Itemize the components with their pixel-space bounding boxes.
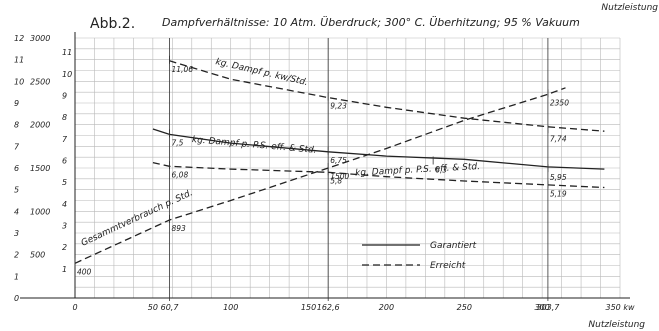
y-tick-label: 10: [14, 77, 24, 86]
y-tick-label: 12: [14, 34, 24, 43]
annotation-label: 400: [77, 267, 92, 276]
annotation-label: 5,8: [330, 176, 342, 185]
y-tick-label: 7: [62, 135, 68, 144]
series: [74, 60, 605, 264]
y-tick-label: 2: [14, 251, 19, 260]
series-line-0: [169, 60, 605, 132]
x-tick-label: 50: [148, 303, 158, 312]
x-tick-label: 150: [301, 303, 316, 312]
y-tick-label: 3: [14, 229, 19, 238]
x-tick-label: 162,6: [317, 303, 340, 312]
y-tick-label: 2500: [30, 77, 50, 86]
annotation-label: 5,19: [550, 190, 567, 199]
y-tick-label: 5: [62, 178, 67, 187]
figure-subtitle: Dampfverhältnisse: 10 Atm. Überdruck; 30…: [162, 16, 580, 29]
x-tick-label: 250: [457, 303, 472, 312]
grid: [74, 37, 621, 299]
x-tick-label: 350 kw: [606, 303, 635, 312]
series-label-gesammt: Gesammtverbrauch p. Std.: [80, 188, 195, 249]
y-tick-label: 8: [62, 113, 67, 122]
x-tick-label: 303,7: [536, 303, 560, 312]
series-line-1: [152, 128, 605, 170]
y-tick-label: 5: [14, 186, 19, 195]
top-right-label: Nutzleistung: [601, 3, 658, 13]
series-labels: kg. Dampf p. kw/Std. kg. Dampf p. P.S. ef…: [80, 57, 480, 249]
legend-label-garantiert: Garantiert: [430, 241, 477, 251]
series-line-3: [74, 87, 566, 264]
series-label-kw: kg. Dampf p. kw/Std.: [214, 57, 308, 88]
annotation-label: 2350: [550, 98, 569, 107]
y-tick-label: 2000: [30, 121, 50, 130]
x-tick-label: 200: [379, 303, 394, 312]
annotation-label: 6,3: [435, 166, 447, 175]
figure-title: Abb.2.: [90, 16, 135, 32]
annotation-label: 11,06: [172, 65, 194, 74]
series-line-2: [152, 161, 605, 189]
y-tick-label: 4: [62, 200, 67, 209]
x-tick-label: 300: [535, 303, 550, 312]
y-tick-label: 7: [14, 142, 20, 151]
y-tick-label: 3000: [30, 34, 50, 43]
y-tick-label: 3: [62, 221, 67, 230]
annotation-label: 5,95: [550, 173, 567, 182]
y-tick-label: 10: [62, 70, 72, 79]
x-tick-label: 100: [223, 303, 238, 312]
x-tick-label: 60,7: [161, 303, 180, 312]
y-tick-label: 11: [14, 56, 24, 65]
x-axis-label: Nutzleistung: [588, 320, 645, 330]
legend-label-erreicht: Erreicht: [430, 261, 466, 271]
y-tick-label: 6: [14, 164, 19, 173]
y-tick-label: 8: [14, 121, 19, 130]
annotation-label: 893: [172, 224, 187, 233]
annotation-label: 6,75: [330, 156, 347, 165]
y-tick-label: 0: [14, 294, 19, 303]
series-label-ps-garantiert: kg. Dampf p. P.S. eff. & Std.: [192, 135, 317, 156]
series-label-ps-erreicht: kg. Dampf p. P.S. eff. & Std.: [355, 162, 480, 179]
annotation-label: 7,74: [550, 134, 567, 143]
annotation-label: 9,23: [330, 102, 347, 111]
legend: Garantiert Erreicht: [362, 241, 477, 271]
y-tick-label: 4: [14, 207, 19, 216]
y-tick-label: 1: [14, 272, 19, 281]
annotation-label: 1500: [330, 172, 349, 181]
y-tick-label: 1500: [30, 164, 50, 173]
y-tick-label: 9: [62, 91, 67, 100]
y-tick-label: 1000: [30, 207, 50, 216]
y-tick-label: 500: [30, 251, 45, 260]
axes: 0123456789101112500100015002000250030001…: [14, 32, 635, 312]
y-tick-label: 2: [62, 243, 67, 252]
y-tick-label: 11: [62, 48, 72, 57]
y-tick-label: 6: [62, 156, 67, 165]
y-tick-label: 9: [14, 99, 19, 108]
y-tick-label: 1: [62, 265, 67, 274]
annotation-label: 7,5: [172, 138, 184, 147]
annotation-label: 6,08: [172, 170, 189, 179]
x-tick-label: 0: [72, 303, 77, 312]
